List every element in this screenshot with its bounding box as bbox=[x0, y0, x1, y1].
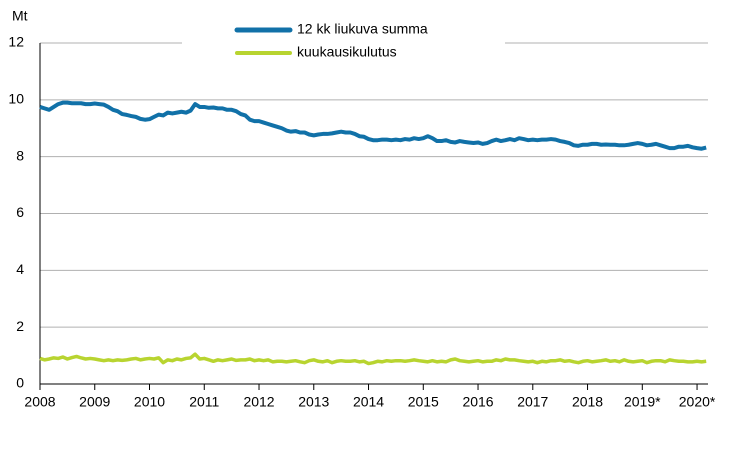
legend-label: 12 kk liukuva summa bbox=[297, 21, 428, 37]
y-tick-label: 12 bbox=[8, 34, 24, 50]
y-tick-label: 2 bbox=[16, 318, 24, 334]
x-tick-label: 2011 bbox=[189, 394, 219, 410]
x-tick-label: 2012 bbox=[243, 394, 274, 410]
x-tick-label: 2009 bbox=[79, 394, 110, 410]
legend-label: kuukausikulutus bbox=[297, 44, 397, 60]
x-tick-label: 2010 bbox=[134, 394, 165, 410]
y-tick-label: 8 bbox=[16, 147, 24, 163]
y-tick-label: 10 bbox=[8, 91, 24, 107]
x-tick-label: 2017 bbox=[517, 394, 548, 410]
y-tick-label: 4 bbox=[16, 261, 24, 277]
x-tick-label: 2020* bbox=[679, 394, 716, 410]
y-axis-label: Mt bbox=[12, 8, 28, 24]
x-tick-label: 2019* bbox=[624, 394, 661, 410]
y-tick-label: 6 bbox=[16, 204, 24, 220]
series-line bbox=[39, 352, 707, 366]
x-tick-label: 2018 bbox=[572, 394, 603, 410]
x-tick-label: 2015 bbox=[408, 394, 439, 410]
x-tick-label: 2013 bbox=[298, 394, 329, 410]
x-tick-label: 2008 bbox=[24, 394, 55, 410]
series-line bbox=[39, 100, 707, 151]
y-tick-label: 0 bbox=[16, 375, 24, 391]
x-tick-label: 2014 bbox=[353, 394, 384, 410]
legend-box bbox=[182, 14, 505, 72]
x-tick-label: 2016 bbox=[462, 394, 493, 410]
